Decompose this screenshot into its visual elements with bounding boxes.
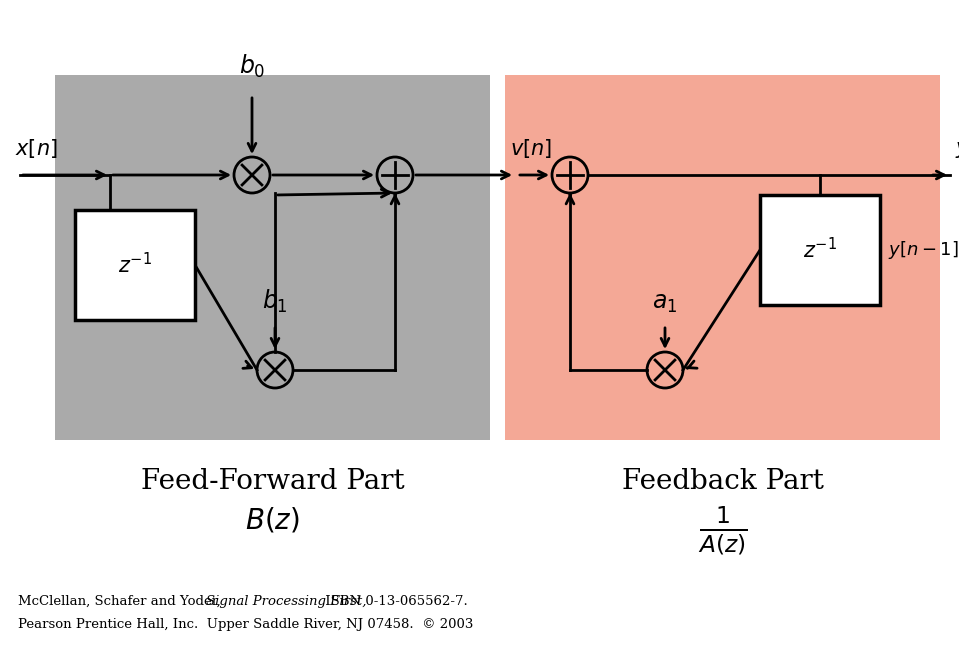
Text: $z^{-1}$: $z^{-1}$ xyxy=(118,252,152,277)
Text: $y[n]$: $y[n]$ xyxy=(955,136,959,160)
Text: $a_1$: $a_1$ xyxy=(652,292,678,315)
Text: $x[n]$: $x[n]$ xyxy=(15,137,58,160)
Text: $b_1$: $b_1$ xyxy=(262,288,288,315)
Bar xyxy=(760,195,880,305)
Text: Signal Processing First,: Signal Processing First, xyxy=(206,595,366,608)
Text: $B(z)$: $B(z)$ xyxy=(246,506,300,535)
Bar xyxy=(75,210,195,320)
Text: $z^{-1}$: $z^{-1}$ xyxy=(803,237,837,262)
Text: ISBN 0-13-065562-7.: ISBN 0-13-065562-7. xyxy=(321,595,468,608)
Bar xyxy=(505,75,940,440)
Text: McClellan, Schafer and Yoder,: McClellan, Schafer and Yoder, xyxy=(18,595,225,608)
Bar xyxy=(55,75,490,440)
Text: $b_0$: $b_0$ xyxy=(239,53,266,80)
Text: $y[n-1]$: $y[n-1]$ xyxy=(888,239,959,261)
Text: $\frac{1}{A(z)}$: $\frac{1}{A(z)}$ xyxy=(697,505,747,558)
Text: $v[n]$: $v[n]$ xyxy=(510,137,552,160)
Text: Feedback Part: Feedback Part xyxy=(621,468,824,495)
Text: Feed-Forward Part: Feed-Forward Part xyxy=(141,468,405,495)
Text: Pearson Prentice Hall, Inc.  Upper Saddle River, NJ 07458.  © 2003: Pearson Prentice Hall, Inc. Upper Saddle… xyxy=(18,618,474,631)
